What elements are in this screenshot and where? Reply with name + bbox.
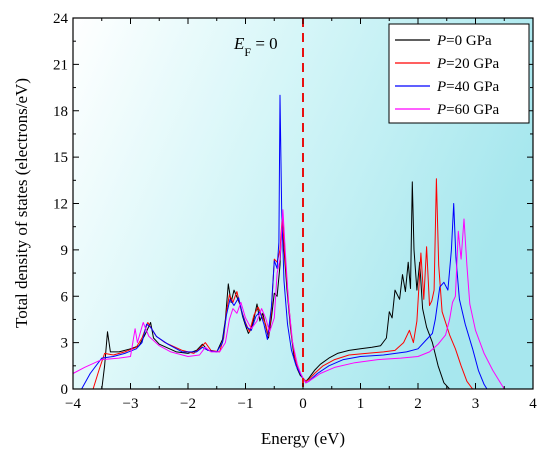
ef-label-sub: F [244,45,251,59]
ef-label-main: E [233,34,245,53]
legend-label: P=40 GPa [436,79,500,95]
series-line-60-gpa [73,209,505,389]
x-tick-label: −2 [180,396,196,412]
y-tick-label: 6 [61,289,69,305]
series-line-40-gpa [81,94,488,389]
legend-label: P=0 GPa [436,33,492,49]
y-tick-label: 15 [53,150,68,166]
y-tick-label: 12 [53,197,68,213]
legend: P=0 GPa P=20 GPa P=40 GPa P=60 GPa [388,23,530,124]
legend-label: P=60 GPa [436,102,500,118]
y-tick-label: 18 [53,104,68,120]
legend-label: P=20 GPa [436,56,500,72]
x-tick-label: 4 [529,396,537,412]
y-tick-label: 21 [53,57,68,73]
y-tick-label: 24 [53,11,69,27]
plot-frame [72,17,534,390]
x-tick-label: 2 [414,396,422,412]
x-tick-label: 0 [299,396,307,412]
y-tick-label: 9 [61,243,69,259]
ef-label-suffix: = 0 [251,34,278,53]
x-tick-label: 1 [357,396,365,412]
x-tick-label: −3 [123,396,139,412]
x-axis-title: Energy (eV) [261,429,345,448]
x-tick-label: −4 [65,396,81,412]
x-tick-label: −1 [238,396,254,412]
fermi-level-label: EF = 0 [233,34,278,59]
series-layer [73,94,505,389]
y-tick-label: 3 [61,336,69,352]
y-axis-title: Total density of states (electrons/eV) [12,78,31,328]
x-tick-label: 3 [472,396,480,412]
y-tick-label: 0 [61,382,69,398]
